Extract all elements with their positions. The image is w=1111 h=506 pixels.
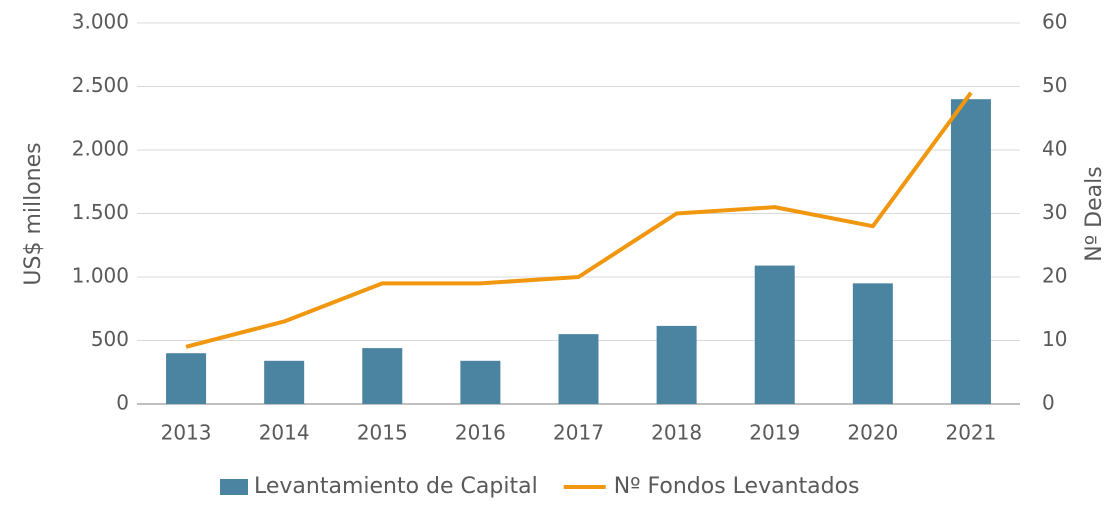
- bar: [656, 325, 697, 404]
- y-tick-label: 2.500: [72, 73, 129, 97]
- y2-tick-label: 50: [1042, 73, 1067, 97]
- y2-tick-label: 30: [1042, 200, 1067, 224]
- legend-label: Nº Fondos Levantados: [614, 474, 860, 499]
- y-tick-label: 500: [91, 327, 129, 351]
- y2-tick-label: 40: [1042, 137, 1067, 161]
- y-tick-label: 1.500: [72, 200, 129, 224]
- legend-swatch: [220, 479, 248, 495]
- legend-label: Levantamiento de Capital: [254, 474, 538, 499]
- y-tick-label: 0: [116, 391, 129, 415]
- y2-tick-label: 10: [1042, 327, 1067, 351]
- bar: [264, 360, 305, 404]
- bar: [950, 99, 991, 404]
- y2-tick-label: 0: [1042, 391, 1055, 415]
- x-tick-label: 2020: [847, 421, 898, 445]
- x-tick-label: 2016: [455, 421, 506, 445]
- x-tick-label: 2013: [161, 421, 212, 445]
- y2-axis-label: Nº Deals: [1082, 166, 1107, 261]
- bar: [362, 348, 403, 404]
- bar: [754, 265, 795, 404]
- x-tick-label: 2018: [651, 421, 702, 445]
- x-tick-label: 2019: [749, 421, 800, 445]
- bar: [558, 334, 599, 404]
- x-tick-label: 2017: [553, 421, 604, 445]
- y-tick-label: 1.000: [72, 264, 129, 288]
- x-tick-label: 2014: [259, 421, 310, 445]
- y-tick-label: 2.000: [72, 137, 129, 161]
- line: [185, 91, 973, 349]
- y-axis-label: US$ millones: [21, 142, 46, 285]
- x-tick-label: 2021: [945, 421, 996, 445]
- x-tick-label: 2015: [357, 421, 408, 445]
- bar: [460, 360, 501, 404]
- bar: [166, 353, 207, 404]
- y2-tick-label: 60: [1042, 10, 1067, 34]
- y-tick-label: 3.000: [72, 10, 129, 34]
- bar: [852, 283, 893, 404]
- y2-tick-label: 20: [1042, 264, 1067, 288]
